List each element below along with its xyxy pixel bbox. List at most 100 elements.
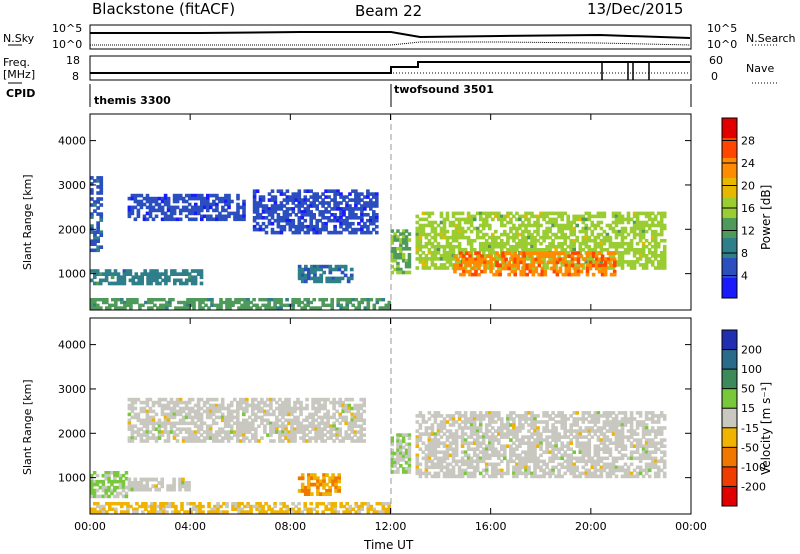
velocity-cell [430,441,435,445]
velocity-cell [436,429,441,433]
velocity-cell [593,462,598,467]
power-cell [137,281,141,286]
velocity-cell [457,468,462,473]
power-cell [424,223,429,228]
power-cell [641,244,646,249]
velocity-cell [554,420,558,424]
velocity-cell [460,474,465,479]
power-cell [369,201,373,205]
velocity-cell [329,427,333,431]
power-cell [462,266,466,271]
velocity-cell [433,447,438,451]
power-cell [327,218,331,223]
power-cell [638,254,643,258]
power-cell [282,213,287,217]
power-cell [93,203,97,207]
velocity-cell [190,421,195,426]
velocity-cell [545,462,549,467]
power-cell [629,248,634,252]
velocity-cell [302,406,306,411]
velocity-cell [287,439,291,443]
velocity-cell [542,414,546,418]
power-cell [488,251,492,255]
velocity-cell [236,433,240,437]
velocity-cell [202,400,207,405]
power-cell [644,211,649,216]
power-cell [638,251,643,255]
velocity-cell [512,429,516,433]
velocity-cell [205,424,210,428]
power-cell [436,232,441,237]
power-cell [497,266,501,270]
velocity-cell [208,424,213,428]
power-cell [282,227,287,232]
power-cell [279,227,284,232]
velocity-cell [629,426,634,430]
power-cell [291,221,296,226]
velocity-cell [596,453,601,458]
power-cell [147,298,151,302]
power-cell [116,272,121,276]
power-cell [475,229,480,234]
velocity-cell [539,465,543,470]
power-cell [448,241,453,246]
power-cell [396,229,400,233]
power-cell [161,272,165,276]
velocity-cell [290,430,294,434]
power-cell [285,218,290,223]
velocity-cell [518,444,522,448]
velocity-cell [512,423,516,427]
velocity-cell [229,427,234,431]
power-cell [521,235,525,240]
velocity-cell [184,487,188,492]
power-cell [552,251,557,256]
power-cell [564,269,569,274]
power-cell [324,201,328,205]
power-cell [225,306,229,310]
velocity-cell [469,441,474,445]
velocity-cell [190,415,195,420]
power-cell [662,251,667,255]
power-cell [209,214,213,219]
power-cell [187,208,192,213]
velocity-cell [407,448,412,453]
power-cell [340,276,345,281]
velocity-cell [314,409,318,414]
power-cell [641,241,646,246]
power-cell [297,273,302,278]
velocity-cell [551,453,555,458]
velocity-cell [488,411,492,415]
power-cell [581,248,586,252]
power-cell [270,213,275,217]
power-cell [445,260,450,264]
power-cell [424,266,429,270]
velocity-cell [384,510,389,514]
power-cell [554,235,558,240]
velocity-cell [223,418,228,423]
velocity-cell [145,424,150,428]
power-cell [555,257,560,262]
power-cell [316,279,320,284]
velocity-cell [401,436,406,441]
power-cell [641,220,646,225]
velocity-cell [154,439,159,443]
power-cell [563,248,567,252]
velocity-cell [187,412,192,417]
velocity-cell [195,507,199,511]
velocity-cell [350,397,354,402]
power-cell [494,241,498,246]
velocity-cell [296,406,300,411]
velocity-cell [554,414,558,418]
power-cell [573,269,578,274]
velocity-cell [506,414,510,418]
power-cell [168,303,172,307]
velocity-cell [187,436,192,440]
velocity-cell [629,471,634,476]
velocity-cell [527,444,531,448]
velocity-cell [359,433,363,437]
velocity-cell [469,423,474,427]
power-cell [330,298,334,302]
power-cell [471,260,475,265]
power-cell [96,298,100,302]
power-cell [165,306,169,310]
